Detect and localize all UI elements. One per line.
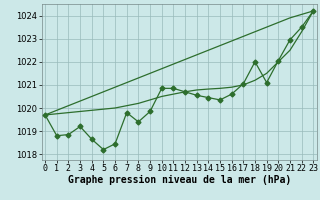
X-axis label: Graphe pression niveau de la mer (hPa): Graphe pression niveau de la mer (hPa): [68, 175, 291, 185]
